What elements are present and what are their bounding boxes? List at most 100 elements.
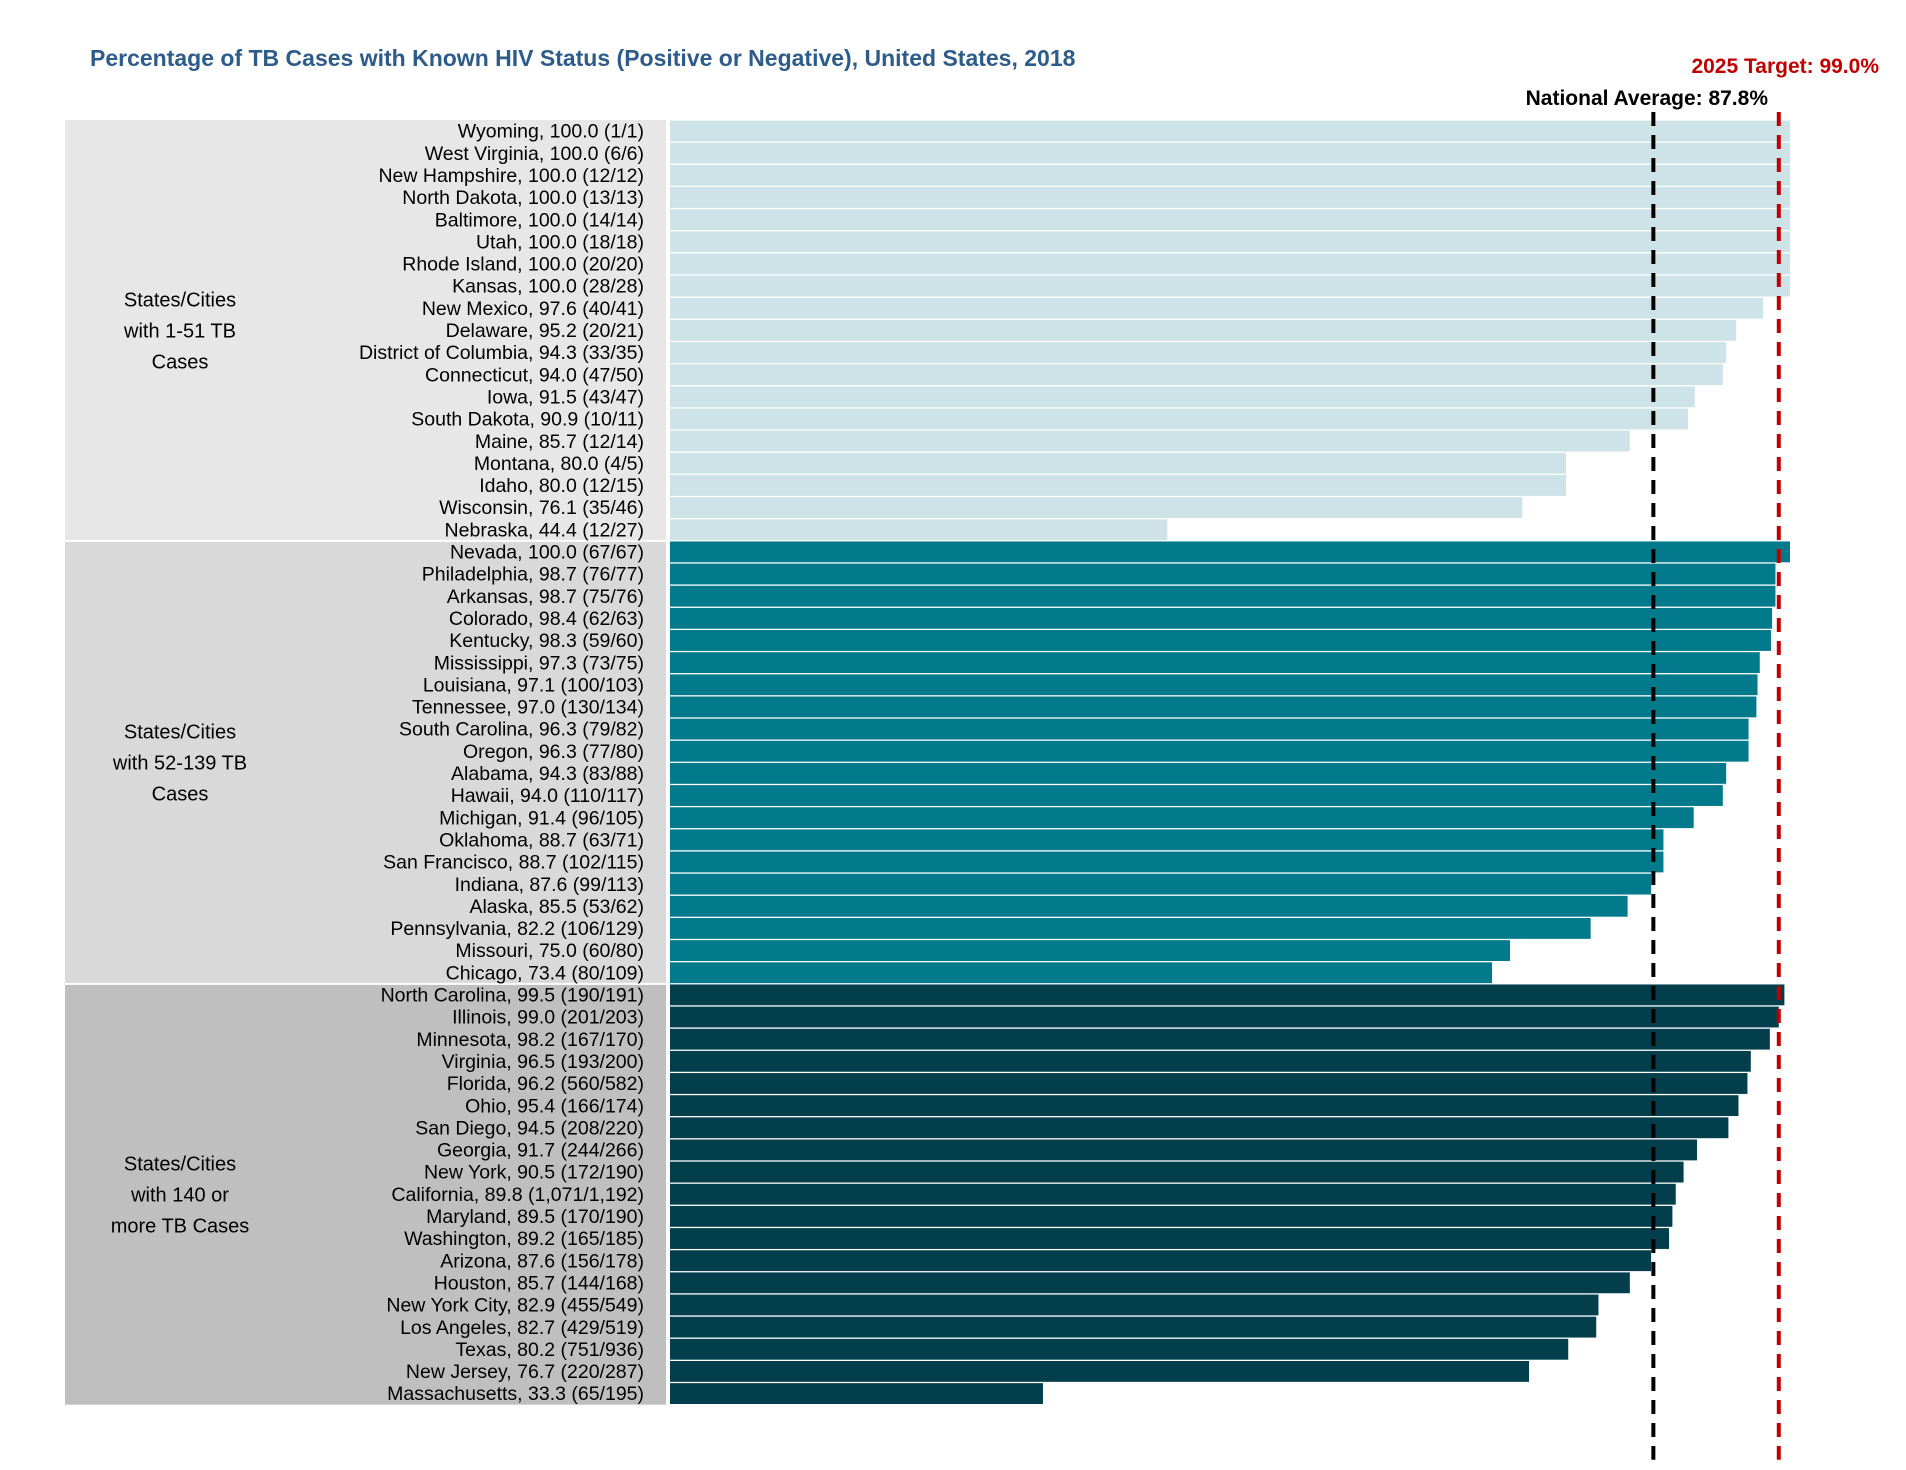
target-label: 2025 Target: 99.0%: [1691, 55, 1879, 78]
bar-label: Baltimore, 100.0 (14/14): [435, 209, 644, 231]
bar-label: New York City, 82.9 (455/549): [386, 1295, 644, 1317]
national-average-label: National Average: 87.8%: [1526, 87, 1769, 110]
bar: [670, 1294, 1599, 1316]
bar: [670, 607, 1773, 629]
bar-label: Washington, 89.2 (165/185): [404, 1228, 644, 1250]
bar: [670, 187, 1790, 208]
bar-label: Virginia, 96.5 (193/200): [442, 1051, 644, 1073]
bar-label: Tennessee, 97.0 (130/134): [412, 697, 644, 719]
bar: [670, 541, 1790, 563]
bar-label: Houston, 85.7 (144/168): [434, 1272, 644, 1294]
bar: [670, 475, 1566, 496]
bar-label: North Carolina, 99.5 (190/191): [381, 985, 644, 1007]
bar-label: California, 89.8 (1,071/1,192): [391, 1184, 644, 1206]
bar: [670, 386, 1695, 408]
bar-label: Oklahoma, 88.7 (63/71): [439, 829, 644, 851]
bar-label: New Mexico, 97.6 (40/41): [422, 298, 644, 320]
bar: [670, 630, 1771, 651]
bar: [670, 1006, 1779, 1028]
bar: [670, 940, 1510, 961]
bar: [670, 275, 1790, 297]
bar-label: Maryland, 89.5 (170/190): [426, 1206, 644, 1228]
bar: [670, 1272, 1630, 1294]
bar-label: Indiana, 87.6 (99/113): [455, 874, 644, 896]
bar: [670, 652, 1760, 674]
bar: [670, 962, 1493, 984]
bar-label: Arizona, 87.6 (156/178): [440, 1250, 644, 1272]
group-label-line: more TB Cases: [111, 1215, 250, 1237]
bar: [670, 319, 1737, 341]
bar: [670, 1228, 1670, 1249]
group-label-2: States/Cities with 52-139 TB Cases: [112, 721, 247, 805]
bar-label: Hawaii, 94.0 (110/117): [451, 785, 644, 807]
bar-label: Connecticut, 94.0 (47/50): [425, 364, 644, 386]
bar: [670, 762, 1727, 784]
bar: [670, 1139, 1698, 1161]
bar-label: North Dakota, 100.0 (13/13): [402, 187, 644, 209]
group-label-line: Cases: [152, 783, 209, 805]
bar: [670, 1050, 1751, 1072]
bar-label: Illinois, 99.0 (201/203): [452, 1007, 644, 1029]
bar: [670, 1028, 1770, 1050]
bar: [670, 297, 1764, 319]
bar-label: Michigan, 91.4 (96/105): [439, 807, 644, 829]
bar-label: San Francisco, 88.7 (102/115): [383, 852, 644, 874]
group-label-line: States/Cities: [124, 289, 236, 311]
group-label-line: States/Cities: [124, 721, 236, 743]
bars: [670, 120, 1790, 1404]
bar-label: Chicago, 73.4 (80/109): [446, 962, 644, 984]
bar-label: Arkansas, 98.7 (75/76): [447, 586, 644, 608]
bar-label: Colorado, 98.4 (62/63): [449, 608, 644, 630]
group-band-2: [65, 540, 666, 984]
chart-title: Percentage of TB Cases with Known HIV St…: [90, 45, 1076, 71]
bar: [670, 873, 1652, 895]
bar: [670, 1361, 1530, 1382]
bar: [670, 984, 1785, 1006]
bar-label: New Hampshire, 100.0 (12/12): [378, 165, 644, 187]
bar-label: Mississippi, 97.3 (73/75): [434, 652, 644, 674]
bar: [670, 563, 1776, 585]
bar-label: Florida, 96.2 (560/582): [447, 1073, 644, 1095]
bar: [670, 918, 1591, 939]
row-labels: States/Cities with 1-51 TB Cases Wyoming, 1…: [111, 121, 644, 1406]
bar-label: Minnesota, 98.2 (167/170): [416, 1029, 644, 1051]
group-band-1: [65, 120, 666, 541]
group-label-1: States/Cities with 1-51 TB Cases: [123, 289, 236, 373]
bar: [670, 696, 1757, 718]
bar: [670, 430, 1630, 452]
group-band-3: [65, 983, 666, 1405]
bar: [670, 1316, 1597, 1338]
bar: [670, 164, 1790, 186]
bar: [670, 740, 1749, 762]
bar-label: Alaska, 85.5 (53/62): [469, 896, 644, 918]
bar-label: Georgia, 91.7 (244/266): [437, 1140, 644, 1162]
bar-label: Texas, 80.2 (751/936): [455, 1339, 644, 1361]
bar: [670, 1205, 1673, 1227]
bar-label: Ohio, 95.4 (166/174): [465, 1095, 644, 1117]
bar-label: District of Columbia, 94.3 (33/35): [359, 342, 644, 364]
bar: [670, 519, 1168, 541]
bar: [670, 851, 1664, 873]
bar-label: Wisconsin, 76.1 (35/46): [439, 497, 644, 519]
reference-lines: [1651, 112, 1781, 1460]
bar-label: South Dakota, 90.9 (10/11): [411, 409, 644, 431]
bar-label: Idaho, 80.0 (12/15): [479, 475, 644, 497]
bar: [670, 785, 1723, 806]
group-label-line: with 52-139 TB: [112, 752, 247, 774]
bar-label: Philadelphia, 98.7 (76/77): [422, 564, 644, 586]
bar: [670, 1161, 1684, 1183]
bar-label: New Jersey, 76.7 (220/287): [406, 1361, 644, 1383]
group-label-line: States/Cities: [124, 1153, 236, 1175]
bar: [670, 1095, 1739, 1117]
bar-label: Alabama, 94.3 (83/88): [451, 763, 644, 785]
group-label-line: with 140 or: [130, 1184, 229, 1206]
bar: [670, 718, 1749, 740]
bar: [670, 253, 1790, 275]
bar: [670, 585, 1776, 607]
bar: [670, 1117, 1729, 1139]
bar: [670, 342, 1727, 363]
bar: [670, 1183, 1676, 1205]
bar-label: South Carolina, 96.3 (79/82): [399, 719, 644, 741]
bar-label: Massachusetts, 33.3 (65/195): [387, 1383, 644, 1405]
